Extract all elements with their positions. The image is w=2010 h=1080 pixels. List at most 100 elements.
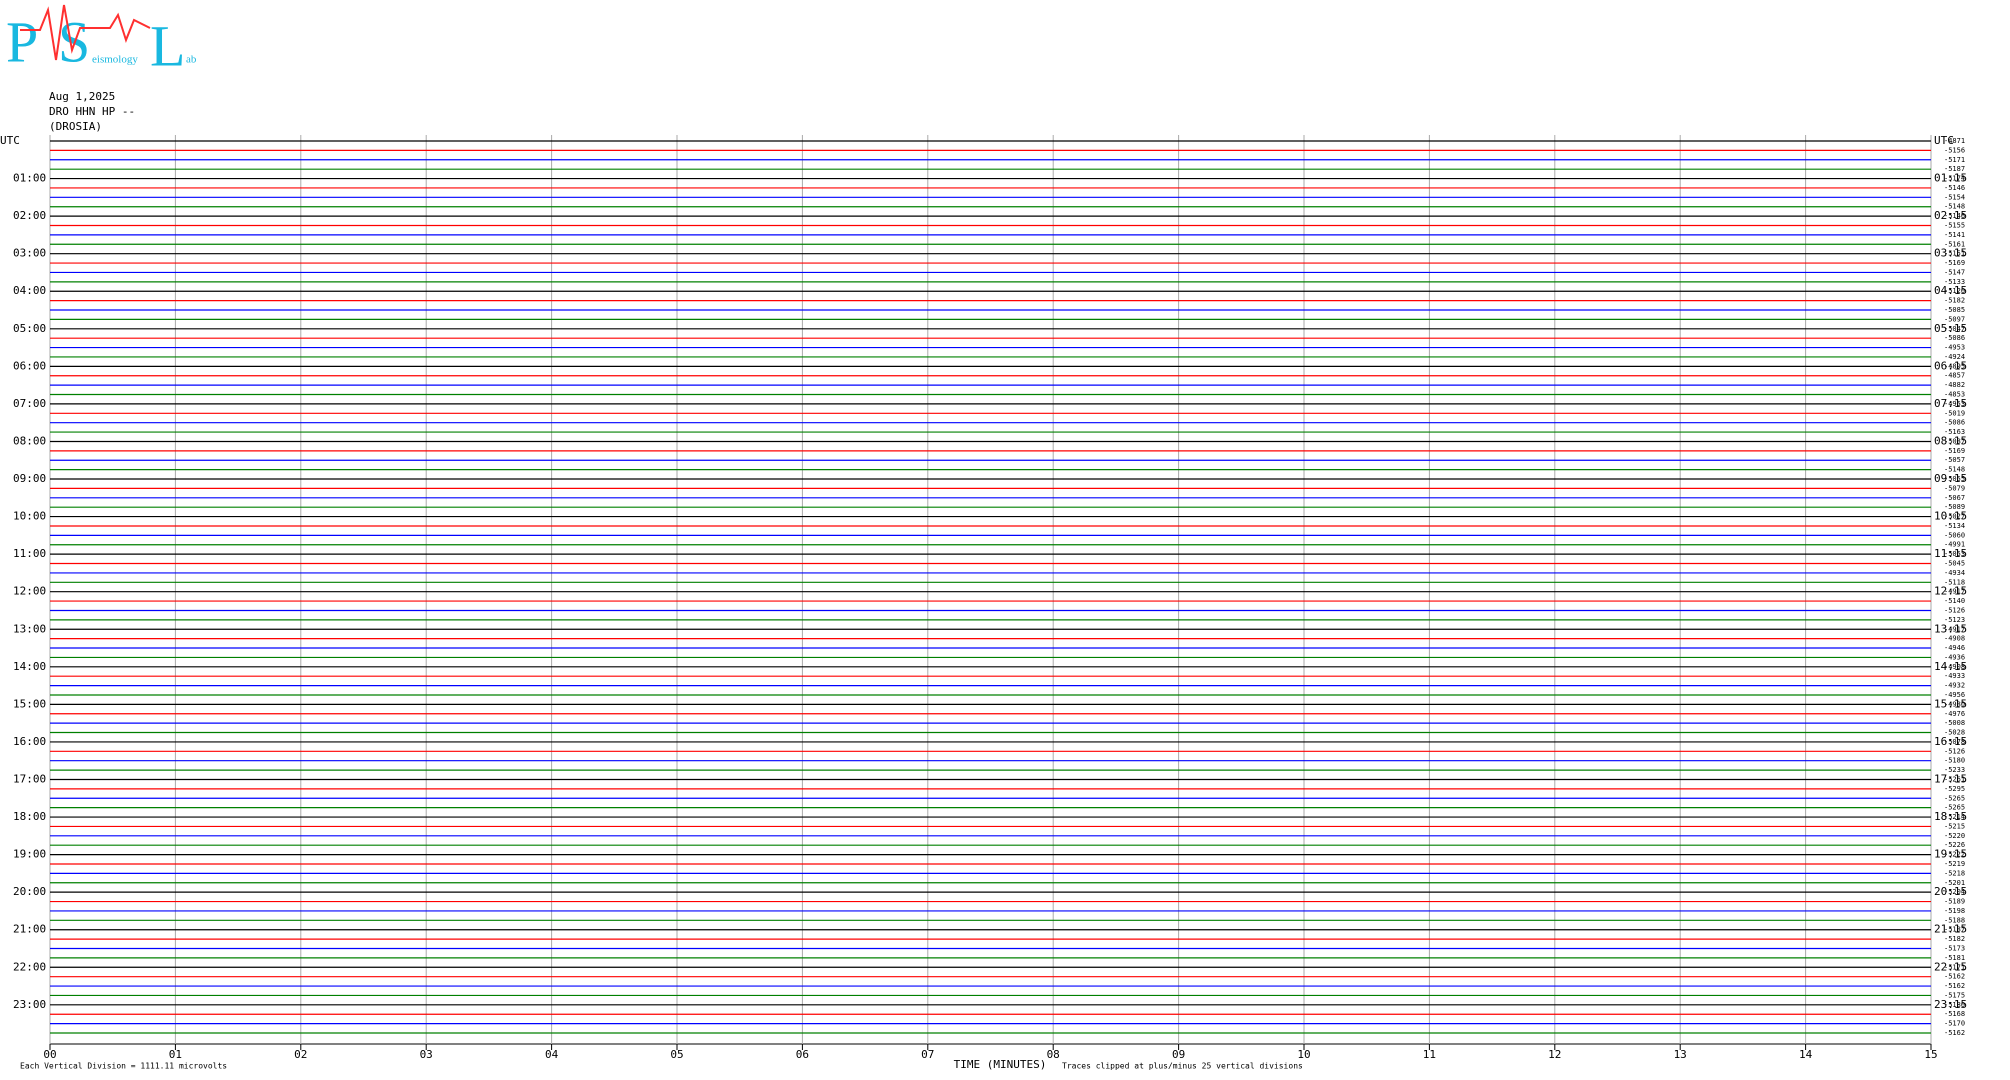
trace-mean: -5028 [1944, 729, 1965, 737]
trace-mean: -5188 [1944, 916, 1965, 924]
trace-mean: -5169 [1944, 259, 1965, 267]
hour-label-right: 21:15 [1934, 923, 1967, 936]
trace-mean: -5078 [1944, 738, 1965, 746]
x-tick-label: 12 [1548, 1048, 1561, 1061]
trace-mean: -5097 [1944, 315, 1965, 323]
trace-mean: -4980 [1944, 700, 1965, 708]
hour-label: 10:00 [13, 510, 46, 523]
trace-mean: -5089 [1944, 503, 1965, 511]
clip-note: Traces clipped at plus/minus 25 vertical… [1062, 1062, 1303, 1071]
hour-label: 19:00 [13, 848, 46, 861]
trace-mean: -5215 [1944, 822, 1965, 830]
trace-mean: -5295 [1944, 785, 1965, 793]
logo-wave [20, 4, 151, 61]
hour-label: 18:00 [13, 810, 46, 823]
logo-word: ab [186, 54, 197, 66]
trace-mean: -5146 [1944, 212, 1965, 220]
hour-label-right: 07:15 [1934, 397, 1967, 410]
trace-mean: -5218 [1944, 869, 1965, 877]
trace-mean: -5233 [1944, 766, 1965, 774]
hour-label-right: 05:15 [1934, 322, 1967, 335]
trace-mean: -5181 [1944, 954, 1965, 962]
hour-label-right: 18:15 [1934, 810, 1967, 823]
trace-mean: -5120 [1944, 287, 1965, 295]
trace-mean: -5222 [1944, 851, 1965, 859]
hour-label: 09:00 [13, 472, 46, 485]
trace-mean: -5175 [1944, 991, 1965, 999]
trace-mean: -5162 [1944, 982, 1965, 990]
trace-mean: -5047 [1944, 325, 1965, 333]
trace-mean: -5198 [1944, 907, 1965, 915]
hour-label-right: 11:15 [1934, 547, 1967, 560]
trace-mean: -5170 [1944, 1020, 1965, 1028]
trace-mean: -5162 [1944, 973, 1965, 981]
hour-label-right: 02:15 [1934, 209, 1967, 222]
x-tick-label: 07 [921, 1048, 934, 1061]
trace-mean: -5057 [1944, 456, 1965, 464]
x-tick-label: 13 [1674, 1048, 1687, 1061]
trace-mean: -4946 [1944, 644, 1965, 652]
hour-label: 02:00 [13, 209, 46, 222]
x-tick-label: 01 [169, 1048, 182, 1061]
trace-mean: -5008 [1944, 719, 1965, 727]
trace-mean: -4953 [1944, 344, 1965, 352]
hour-label-right: UTC [1934, 134, 1954, 147]
logo-letter: L [150, 13, 185, 78]
trace-mean: -5189 [1944, 898, 1965, 906]
hour-label-right: 14:15 [1934, 660, 1967, 673]
trace-mean: -5169 [1944, 447, 1965, 455]
hour-label-right: 04:15 [1934, 284, 1967, 297]
trace-mean: -5019 [1944, 409, 1965, 417]
trace-mean: -5123 [1944, 616, 1965, 624]
hour-label-right: 10:15 [1934, 510, 1967, 523]
hour-label-right: 12:15 [1934, 585, 1967, 598]
x-tick-label: 09 [1172, 1048, 1185, 1061]
trace-mean: -4976 [1944, 710, 1965, 718]
x-tick-label: 00 [43, 1048, 56, 1061]
trace-mean: -5180 [1944, 757, 1965, 765]
trace-mean: -5151 [1944, 250, 1965, 258]
trace-mean: -4924 [1944, 353, 1965, 361]
hour-label-right: 03:15 [1934, 247, 1967, 260]
trace-mean: -5067 [1944, 494, 1965, 502]
trace-mean: -5174 [1944, 175, 1965, 183]
trace-mean: -4908 [1944, 635, 1965, 643]
hour-label-right: 15:15 [1934, 697, 1967, 710]
trace-mean: -5118 [1944, 578, 1965, 586]
hour-label: 22:00 [13, 960, 46, 973]
trace-mean: -5148 [1944, 203, 1965, 211]
trace-mean: -5140 [1944, 597, 1965, 605]
trace-mean: -5086 [1944, 334, 1965, 342]
hour-label-right: 23:15 [1934, 998, 1967, 1011]
trace-mean: -5265 [1944, 794, 1965, 802]
hour-label-right: 20:15 [1934, 885, 1967, 898]
hour-label: 06:00 [13, 359, 46, 372]
x-axis-label: TIME (MINUTES) [954, 1058, 1047, 1071]
trace-mean: -5204 [1944, 888, 1965, 896]
trace-mean: -5154 [1944, 193, 1965, 201]
trace-mean: -5053 [1944, 550, 1965, 558]
trace-mean: -5087 [1944, 437, 1965, 445]
hour-label-right: 01:15 [1934, 172, 1967, 185]
trace-mean: -4933 [1944, 672, 1965, 680]
hour-label: 07:00 [13, 397, 46, 410]
hour-label-right: 17:15 [1934, 772, 1967, 785]
logo-word: eismology [92, 54, 138, 66]
trace-mean: -4882 [1944, 381, 1965, 389]
trace-mean: -5148 [1944, 466, 1965, 474]
trace-mean: -5182 [1944, 935, 1965, 943]
trace-mean: -5079 [1944, 484, 1965, 492]
hour-label: 05:00 [13, 322, 46, 335]
trace-mean: -5133 [1944, 278, 1965, 286]
trace-mean: -5147 [1944, 268, 1965, 276]
place: (DROSIA) [49, 120, 102, 133]
x-tick-label: 05 [670, 1048, 683, 1061]
trace-mean: -5173 [1944, 944, 1965, 952]
trace-mean: -4917 [1944, 625, 1965, 633]
scale-note: Each Vertical Division = 1111.11 microvo… [20, 1062, 227, 1071]
hour-label-right: 19:15 [1934, 848, 1967, 861]
hour-label: 12:00 [13, 585, 46, 598]
hour-label: 16:00 [13, 735, 46, 748]
trace-mean: -5168 [1944, 1010, 1965, 1018]
